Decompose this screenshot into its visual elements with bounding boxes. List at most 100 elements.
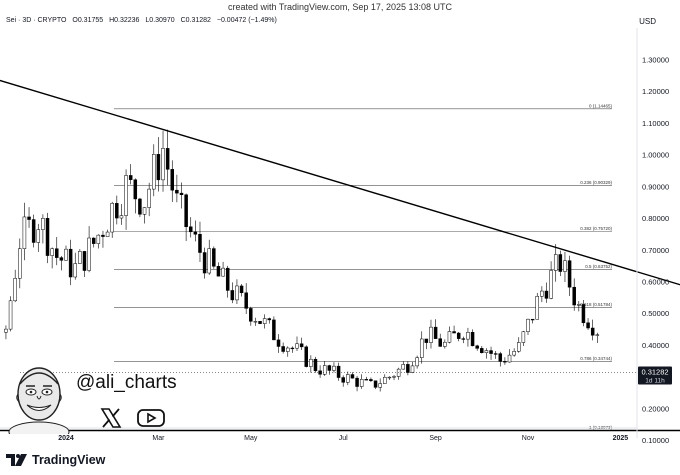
candle-body [235,285,239,301]
candle-body [152,154,156,190]
y-tick-label: 1.20000 [642,87,669,96]
candle-body [295,343,299,349]
candle-body [198,234,202,253]
ohlc-high: H0.32236 [109,17,140,24]
candle-body [470,332,475,347]
candle-body [364,379,369,381]
candle-body [567,260,572,288]
candle-body [207,248,211,274]
candle-body [115,203,119,219]
candle-body [138,198,142,215]
candle-body [526,318,530,332]
candle-body [507,354,512,363]
x-tick-label: 2025 [613,435,629,442]
y-tick-label: 1.00000 [642,151,669,160]
symbol-name[interactable]: Sei · 3D · CRYPTO [6,17,67,24]
candle-body [184,194,188,228]
candle-body [595,334,600,336]
ohlc-close: C0.31282 [180,17,211,24]
brand-name: TradingView [32,453,106,467]
fib-level-label: 0.618 (0.51784) [580,302,612,307]
candle-body [4,328,8,333]
candle-body [452,331,456,334]
candle-body [350,374,355,379]
candle-body [59,257,64,261]
candle-body [216,266,221,277]
candle-body [438,338,442,347]
candle-body [373,380,378,388]
candle-body [304,346,308,367]
candle-body [581,304,586,324]
candle-body [558,254,563,272]
candle-body [147,188,151,208]
x-tick-label: May [244,435,258,442]
y-tick-label: 0.20000 [642,404,669,413]
y-tick-label: 0.90000 [642,182,669,191]
candle-body [401,364,406,370]
youtube-icon[interactable] [136,407,166,429]
candle-body [78,251,82,264]
candle-body [221,267,225,277]
x-tick-label: Jul [339,435,348,442]
candle-body [447,331,452,343]
candle-body [68,248,73,278]
candle-body [443,341,447,347]
candle-body [119,215,124,219]
candle-body [8,300,13,330]
candle-body [91,237,96,244]
last-price-value: 0.31282 [641,368,668,377]
x-logo-icon[interactable] [100,407,122,429]
candle-body [101,234,105,237]
candle-body [281,346,285,352]
candle-body [170,169,175,191]
candle-body [55,248,59,258]
candle-body [424,338,429,343]
fib-level-label: 0.382 (0.75720) [580,226,612,231]
last-price-tag [638,366,672,385]
candle-body [299,343,304,348]
candle-body [517,342,521,352]
candle-body [124,175,128,216]
fib-level-label: 0.786 (0.34744) [580,356,612,361]
tradingview-brand[interactable]: TradingView [6,453,105,467]
candle-body [27,216,31,220]
candle-body [128,175,133,180]
candle-body [239,285,244,294]
candle-body [346,374,350,383]
candlestick-series [4,129,600,392]
candle-body [244,292,248,309]
candle-body [332,365,336,371]
candle-body [82,251,87,271]
candle-body [535,296,539,320]
candle-body [225,267,230,291]
candle-body [586,322,590,329]
candle-body [110,203,114,233]
candle-body [433,326,438,339]
candle-body [392,376,396,378]
candle-body [188,226,193,233]
candle-body [503,361,507,363]
candle-body [383,377,387,384]
candle-body [577,304,581,306]
candle-body [429,326,433,343]
symbol-legend: Sei · 3D · CRYPTO O0.31755 H0.32236 L0.3… [6,17,281,24]
candle-body [410,365,415,373]
x-tick-label: 2024 [58,435,74,442]
candle-body [378,383,382,388]
x-tick-label: Sep [429,435,442,442]
candle-body [456,332,461,339]
candle-body [249,308,253,322]
chart-caption: created with TradingView.com, Sep 17, 20… [228,2,452,12]
candle-body [31,219,36,243]
candle-body [530,318,535,321]
x-tick-label: Nov [522,435,535,442]
candle-body [96,234,101,244]
author-handle: @ali_charts [76,372,177,393]
candle-body [161,148,165,181]
candle-body [258,321,262,324]
candle-body [553,254,558,271]
candle-body [355,377,359,387]
candle-body [133,179,138,200]
candle-body [480,348,484,353]
